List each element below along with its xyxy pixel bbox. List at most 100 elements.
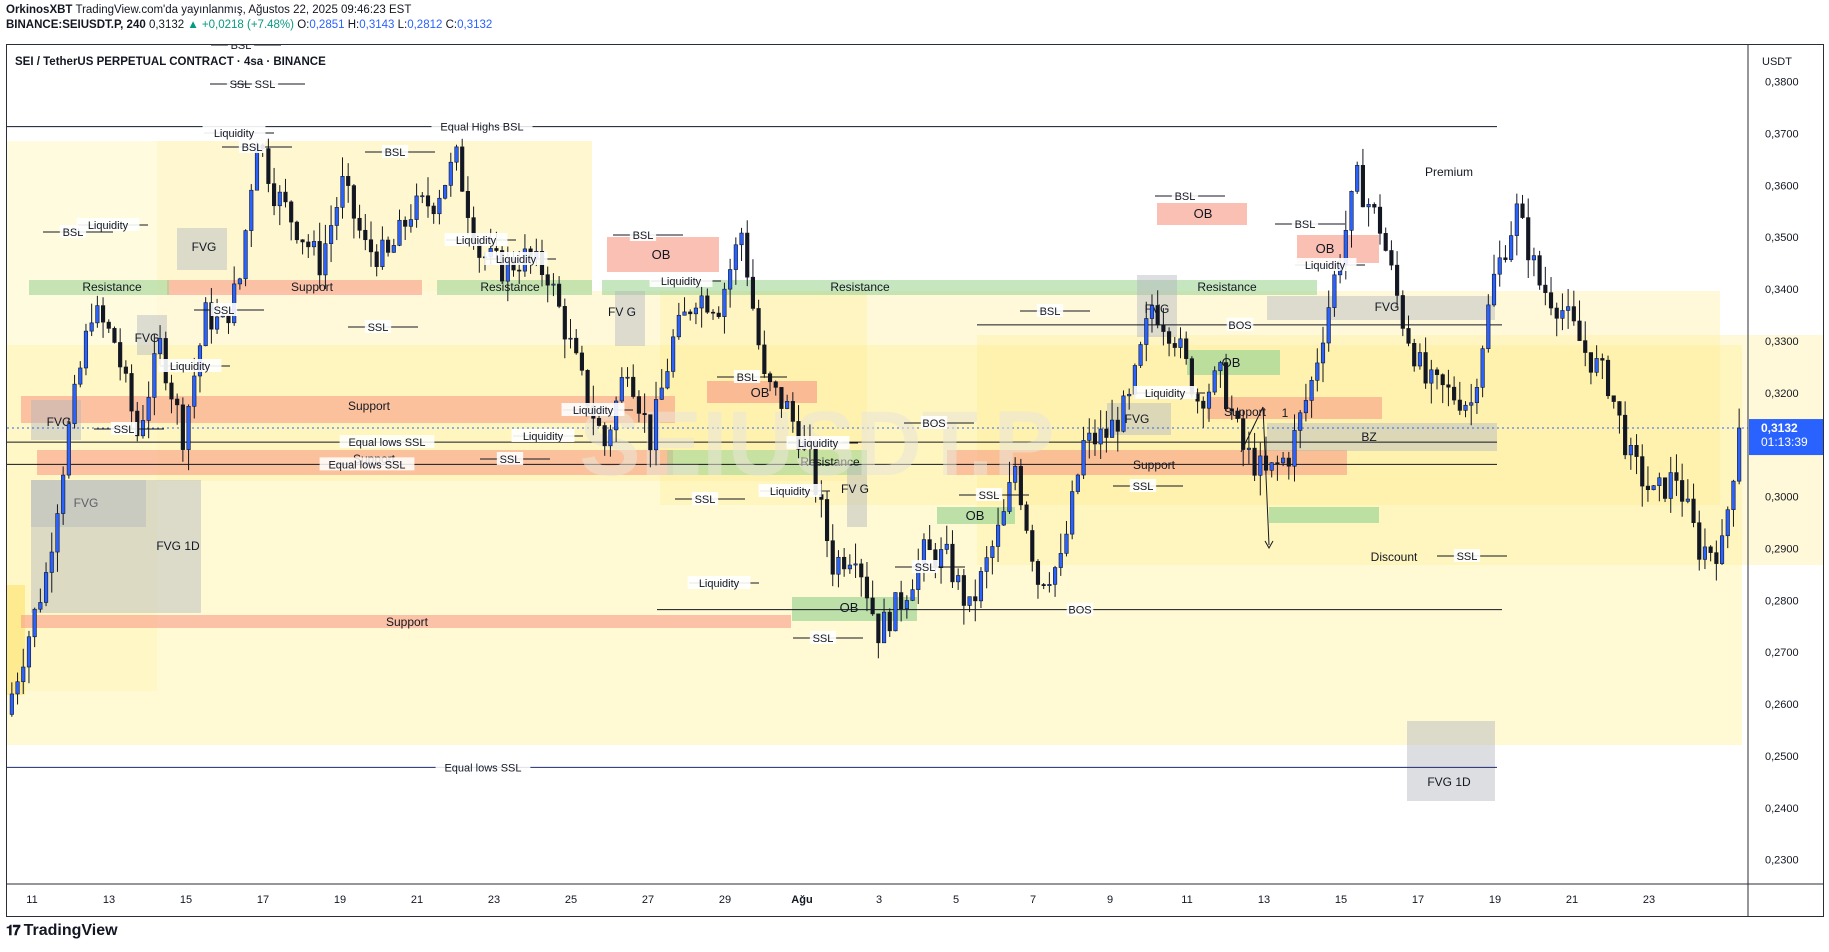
chart-frame[interactable]: SupportSupportSupportSupportSupportSuppo…: [6, 38, 1829, 917]
candle-down: [1440, 374, 1445, 386]
candle-up: [1463, 404, 1468, 411]
candle-down: [357, 217, 362, 231]
candle-up: [1149, 305, 1155, 319]
candle-down: [830, 540, 835, 575]
candle-up: [72, 383, 77, 425]
candle-up: [414, 195, 419, 220]
zone-fvg: [847, 465, 867, 527]
candle-up: [454, 146, 459, 163]
price-chart[interactable]: SupportSupportSupportSupportSupportSuppo…: [7, 38, 1829, 916]
annotation-bg: [1129, 479, 1157, 492]
candle-up: [995, 524, 1001, 547]
time-axis[interactable]: 11 13 15 17 19 21 23 25 27 29 Ağu 3 5 7 9 11 13 15 17 19 21 2…: [26, 894, 1655, 906]
candle-up: [1246, 447, 1251, 450]
candle-up: [9, 693, 14, 715]
candle-up: [1355, 165, 1360, 192]
annotation-bg: [911, 560, 939, 573]
candle-down: [1092, 432, 1098, 445]
candle-up: [1657, 477, 1662, 486]
candle-up: [722, 288, 727, 317]
candle-down: [289, 201, 294, 223]
y-tick-label: 0,3400: [1765, 284, 1799, 296]
candle-down: [1400, 295, 1405, 329]
zone-label: Support: [1133, 458, 1176, 472]
candle-up: [836, 556, 841, 575]
y-tick-label: 0,2600: [1765, 699, 1799, 711]
candle-up: [215, 316, 220, 330]
candle-up: [682, 311, 687, 316]
candle-down: [1104, 428, 1109, 438]
level-label-bg: [339, 435, 435, 449]
annotation-bg: [484, 252, 548, 265]
candle-up: [1651, 485, 1656, 491]
zone-ob: [607, 237, 719, 272]
annotation-bg: [202, 126, 266, 139]
level-label-bg: [435, 760, 531, 774]
candle-up: [277, 191, 282, 207]
annotation-label: Liquidity: [1305, 260, 1346, 272]
candle-up: [984, 557, 989, 572]
x-tick-label: 21: [1566, 894, 1578, 906]
zone-label: Resistance: [82, 280, 142, 294]
zone-label: OB: [966, 508, 985, 523]
x-tick-label: Ağu: [791, 894, 812, 906]
candle-down: [1526, 217, 1531, 261]
candle-up: [1491, 273, 1497, 306]
candle-down: [688, 311, 693, 315]
candle-up: [653, 399, 659, 451]
candle-down: [386, 239, 391, 253]
open-value: 0,2851: [309, 19, 345, 31]
candle-down: [1423, 352, 1428, 384]
zone-background: [7, 585, 25, 695]
candle-up: [158, 338, 163, 354]
candle-up: [1098, 428, 1103, 445]
candle-up: [1281, 457, 1286, 464]
candle-down: [864, 576, 870, 599]
candle-up: [619, 377, 624, 402]
candle-down: [272, 183, 277, 207]
annotation-label: Liquidity: [88, 220, 129, 232]
candle-up: [38, 602, 43, 610]
candle-down: [705, 295, 710, 313]
zone-label: FVG 1D: [156, 539, 200, 553]
x-tick-label: 17: [1412, 894, 1424, 906]
x-tick-label: 17: [257, 894, 269, 906]
y-tick-label: 0,2900: [1765, 543, 1799, 555]
candle-up: [49, 551, 54, 573]
zone-label: OB: [840, 600, 859, 615]
candle-down: [1617, 401, 1622, 416]
candle-up: [43, 572, 49, 603]
annotation-bg: [1171, 189, 1199, 202]
candle-up: [1702, 546, 1708, 560]
candle-up: [956, 575, 961, 583]
candle-down: [1662, 477, 1668, 499]
zone-annotation: 1: [1282, 406, 1289, 420]
candle-down: [961, 575, 966, 606]
y-tick-label: 0,2300: [1765, 855, 1799, 867]
y-tick-label: 0,3500: [1765, 232, 1799, 244]
zone-support: [1207, 397, 1382, 419]
candle-up: [625, 376, 630, 379]
tradingview-brand[interactable]: 𝟏𝟕 TradingView: [6, 922, 118, 940]
candle-up: [1001, 511, 1006, 526]
candle-down: [1577, 320, 1582, 341]
candle-up: [340, 176, 345, 208]
annotation-bg: [251, 77, 279, 90]
candle-down: [870, 597, 875, 615]
candle-down: [374, 251, 379, 267]
candle-down: [106, 321, 111, 329]
annotation-bg: [1291, 217, 1319, 230]
candle-up: [853, 563, 858, 566]
candle-down: [1041, 584, 1046, 586]
high-label: H:: [347, 19, 360, 31]
candle-down: [859, 563, 864, 578]
high-value: 0,3143: [359, 19, 395, 31]
x-tick-label: 19: [334, 894, 346, 906]
candle-down: [1520, 203, 1525, 218]
candle-down: [1389, 250, 1394, 266]
candle-down: [300, 239, 305, 243]
annotation-label: Liquidity: [699, 578, 740, 590]
zone-label: FVG: [1125, 412, 1150, 426]
candle-up: [249, 189, 254, 231]
candle-down: [773, 381, 778, 388]
